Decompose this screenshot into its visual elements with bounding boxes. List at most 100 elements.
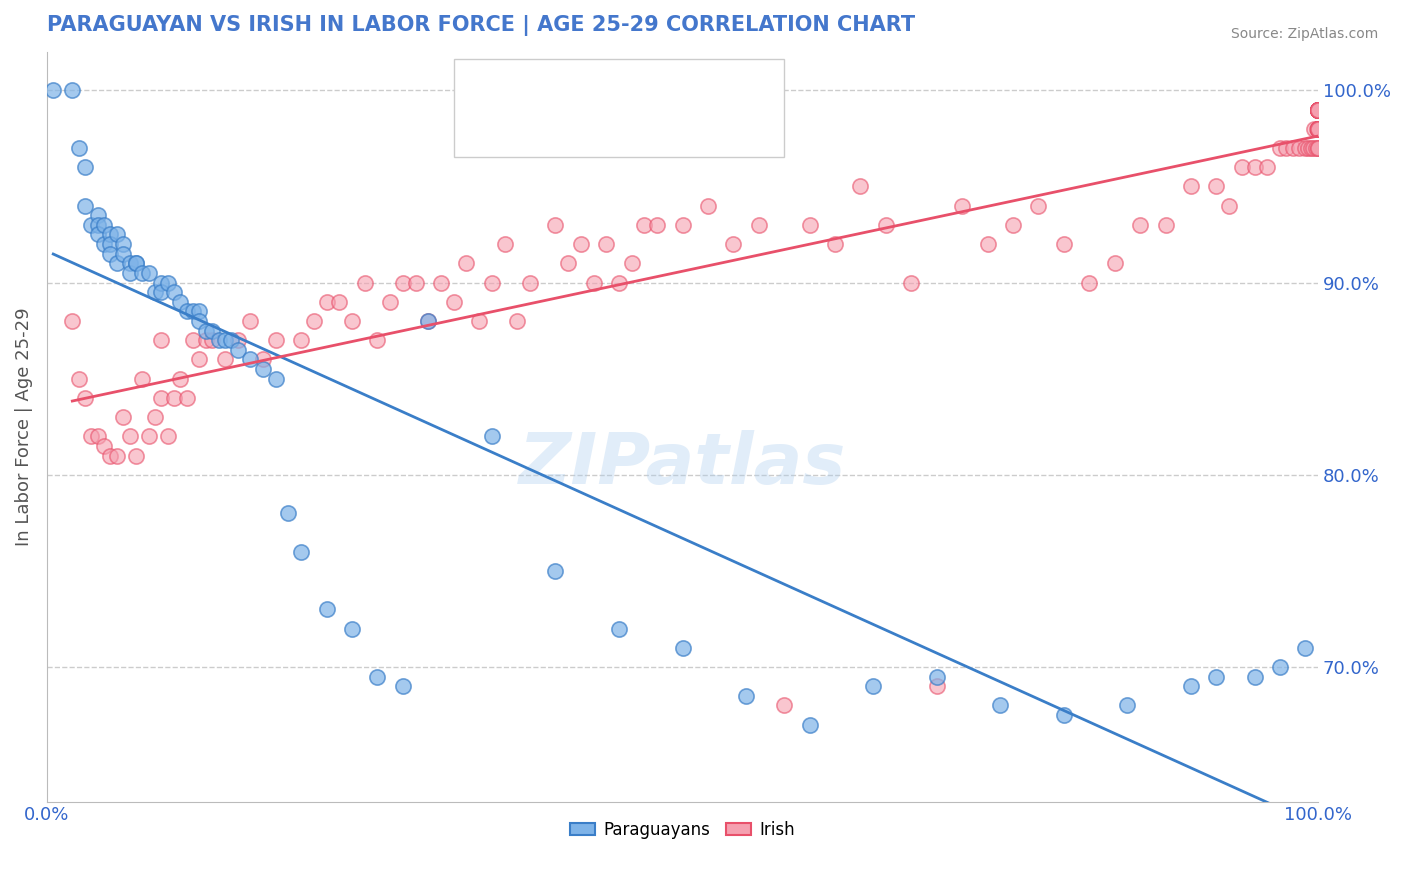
Point [1308,103,1330,117]
Point [1281,141,1303,155]
Point [392,679,415,693]
Point [138,429,160,443]
Point [150,333,173,347]
Point [1308,103,1330,117]
Point [418,314,440,328]
Point [1180,179,1202,194]
Point [264,333,287,347]
Point [87,208,110,222]
Point [60,314,83,328]
Point [143,285,166,300]
Point [125,256,148,270]
Point [214,333,236,347]
Point [735,689,758,703]
Point [1288,141,1310,155]
Point [169,371,191,385]
Point [100,449,122,463]
Point [125,449,148,463]
Point [1305,141,1327,155]
Point [143,410,166,425]
Point [42,83,65,97]
Point [1268,141,1291,155]
Point [1308,121,1330,136]
Point [1116,698,1139,713]
Point [1308,103,1330,117]
Point [1205,670,1227,684]
Point [875,218,897,232]
Point [201,333,224,347]
Point [1308,121,1330,136]
Point [315,602,337,616]
Point [214,352,236,367]
Point [239,314,262,328]
Point [131,266,153,280]
Point [723,237,745,252]
Point [557,256,579,270]
Point [1028,199,1050,213]
Point [569,237,592,252]
Point [1306,121,1329,136]
Point [633,218,655,232]
Point [1308,103,1330,117]
Point [1308,103,1330,117]
Point [181,304,204,318]
Point [87,218,110,232]
Point [156,429,179,443]
Point [118,256,141,270]
Point [302,314,325,328]
Point [1308,121,1330,136]
Point [1308,121,1330,136]
Point [1294,640,1316,655]
Point [1308,103,1330,117]
Point [1308,121,1330,136]
Point [456,256,478,270]
Point [1302,141,1324,155]
Point [93,439,115,453]
Point [1303,121,1326,136]
Point [67,371,90,385]
Point [138,266,160,280]
Point [226,343,249,357]
Point [645,218,668,232]
Point [176,391,198,405]
Point [1308,103,1330,117]
Point [1268,660,1291,674]
Point [131,371,153,385]
Point [1308,103,1330,117]
Point [105,256,128,270]
Point [1308,141,1330,155]
Point [1154,218,1177,232]
Point [1308,103,1330,117]
Point [1230,160,1253,174]
Point [544,218,567,232]
Point [582,276,605,290]
Point [430,276,453,290]
Point [366,670,388,684]
Point [125,256,148,270]
Point [976,237,998,252]
Point [1180,679,1202,693]
Point [1308,103,1330,117]
Point [1308,103,1330,117]
Point [950,199,973,213]
Point [328,294,350,309]
Point [1308,103,1330,117]
Point [1104,256,1126,270]
Point [73,199,96,213]
Point [1243,160,1265,174]
Point [443,294,465,309]
Point [1308,121,1330,136]
Point [118,429,141,443]
Point [1308,103,1330,117]
Point [201,324,224,338]
Point [60,83,83,97]
Point [105,449,128,463]
Point [93,237,115,252]
Point [607,276,630,290]
Point [1308,103,1330,117]
Point [290,544,312,558]
Point [1308,121,1330,136]
Point [1308,103,1330,117]
Point [100,237,122,252]
Point [93,218,115,232]
